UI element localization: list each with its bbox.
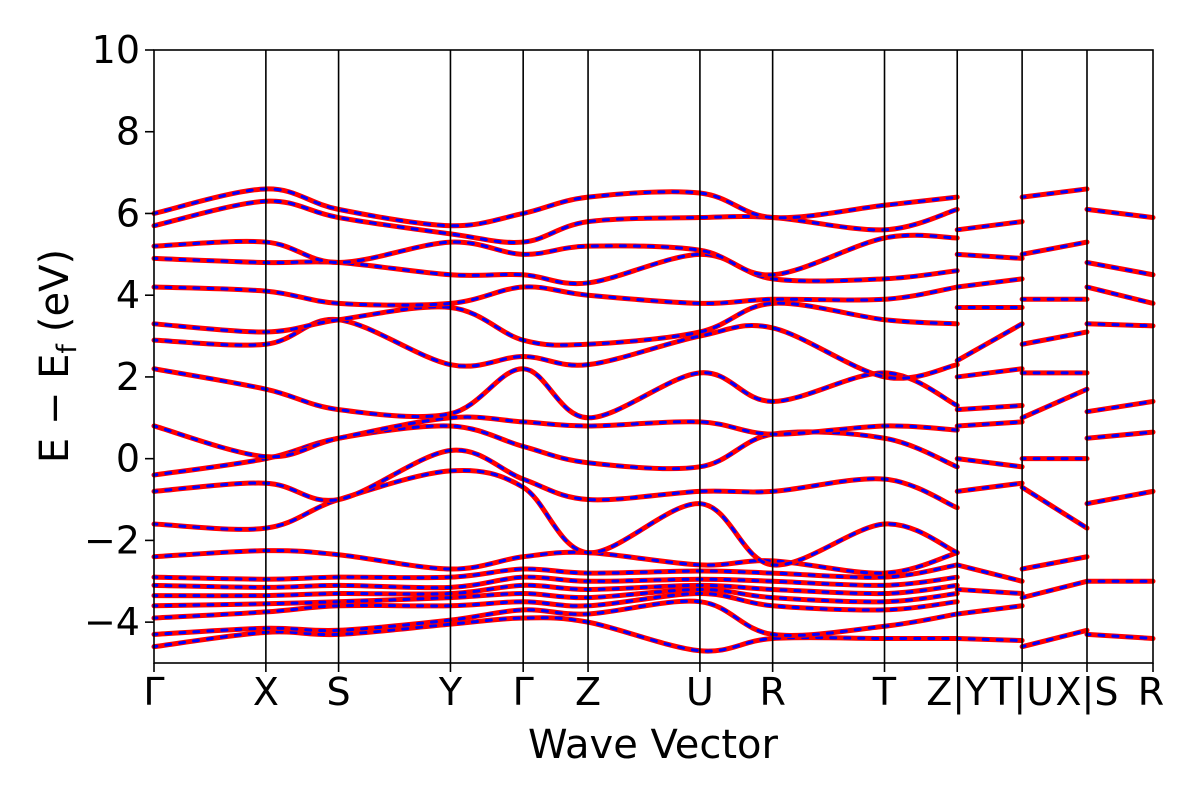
band-line-blue [1020, 330, 1089, 346]
band-line-blue [1020, 240, 1089, 256]
band-line-red [151, 366, 960, 421]
band-line-blue [152, 367, 959, 420]
x-tick-label: Y [438, 670, 463, 714]
y-tick-label: 6 [116, 191, 140, 235]
band-line-blue [955, 404, 1024, 412]
band-line-blue [152, 616, 959, 653]
band-line-blue [955, 220, 1024, 232]
band-line-blue [152, 563, 959, 581]
band-line-red [151, 300, 960, 348]
y-axis-label-unit: (eV) [32, 249, 78, 332]
y-tick-label: 4 [116, 273, 140, 317]
band-line-blue [152, 599, 959, 637]
band-line-blue [955, 322, 1024, 363]
band-line-blue [955, 367, 1024, 379]
y-tick-label: −4 [84, 600, 140, 644]
band-line-blue [955, 587, 1024, 596]
x-tick-label: U [686, 670, 714, 714]
band-line-blue [152, 187, 959, 228]
band-line-blue [1020, 387, 1089, 420]
band-line-blue [955, 636, 1024, 643]
band-line-blue [955, 420, 1024, 428]
band-line-blue [152, 285, 959, 307]
band-line-blue [152, 317, 959, 380]
band-line-blue [1020, 485, 1089, 530]
kpoint-lines [265, 50, 1088, 663]
band-line-blue [955, 563, 1024, 583]
band-line-blue [955, 481, 1024, 493]
x-tick-label: R [1138, 670, 1164, 714]
band-line-blue [1085, 489, 1155, 506]
band-line-blue [152, 469, 959, 567]
bands-layer [151, 186, 1156, 654]
band-line-red [151, 251, 960, 287]
y-tick-label: 8 [116, 110, 140, 154]
band-line-blue [1020, 628, 1089, 649]
y-axis: −4 −2 0 2 4 6 8 10 [84, 28, 154, 644]
y-axis-label-main: E − E [32, 354, 78, 464]
x-tick-label: X [253, 670, 279, 714]
band-line-blue [152, 592, 959, 620]
band-line-red [151, 414, 960, 460]
band-line-blue [152, 549, 959, 575]
band-line-blue [1020, 187, 1089, 199]
band-line-blue [1020, 579, 1089, 600]
y-tick-label: 2 [116, 355, 140, 399]
band-line-blue [152, 199, 959, 244]
y-axis-label: E − Ef (eV) [32, 249, 83, 463]
x-tick-label: Z|Y [926, 670, 989, 715]
band-line-blue [152, 233, 959, 277]
band-line-blue [955, 252, 1024, 260]
band-line-blue [152, 575, 959, 590]
plot-frame [153, 49, 1154, 664]
y-axis-label-sub: f [52, 343, 83, 354]
y-tick-label: −2 [84, 518, 140, 562]
y-tick-label: 0 [116, 437, 140, 481]
band-line-blue [1085, 285, 1155, 305]
x-tick-label: Γ [513, 670, 534, 714]
band-line-blue [152, 583, 959, 598]
band-line-blue [1020, 555, 1089, 571]
band-line-blue [152, 424, 959, 477]
x-axis: Γ X S Y Γ Z U R T Z|Y T|U X|S R [143, 663, 1164, 715]
band-line-red [151, 186, 960, 229]
band-line-blue [152, 301, 959, 347]
x-tick-label: T [872, 670, 897, 714]
x-axis-label: Wave Vector [528, 722, 779, 768]
band-line-blue [1085, 322, 1155, 328]
band-line-blue [955, 277, 1024, 289]
band-line-blue [1085, 207, 1155, 220]
band-line-blue [955, 457, 1024, 469]
band-line-blue [152, 587, 959, 608]
x-tick-label: Γ [143, 670, 164, 714]
band-line-red [151, 316, 960, 381]
band-line-blue [152, 252, 959, 286]
band-line-blue [1085, 430, 1155, 440]
band-line-red [151, 447, 960, 511]
x-tick-label: T|U [989, 670, 1054, 715]
x-tick-label: Z [575, 670, 601, 714]
band-line-blue [1085, 261, 1155, 277]
band-line-blue [1085, 632, 1155, 640]
band-line-blue [1085, 399, 1155, 414]
x-tick-label: R [759, 670, 785, 714]
x-tick-label: S [327, 670, 351, 714]
band-line-blue [152, 415, 959, 459]
band-line-blue [955, 604, 1024, 616]
band-line-red [151, 198, 960, 245]
y-tick-label: 10 [92, 28, 140, 72]
x-tick-label: X|S [1056, 670, 1119, 715]
